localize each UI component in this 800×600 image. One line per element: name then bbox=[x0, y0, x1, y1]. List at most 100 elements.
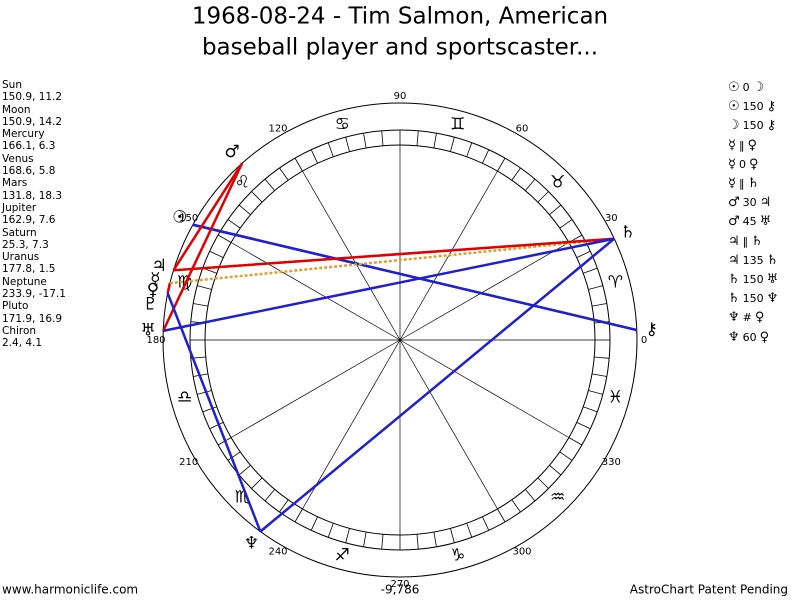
aspect-planet: ♀ bbox=[748, 156, 759, 172]
degree-label: 270 bbox=[390, 579, 409, 590]
ring-tick bbox=[238, 465, 251, 476]
planet-coords: 166.1, 6.3 bbox=[2, 140, 56, 153]
degree-label: 300 bbox=[512, 546, 531, 557]
ring-tick bbox=[197, 390, 212, 395]
planet-coords: 233.9, -17.1 bbox=[2, 288, 66, 301]
planet-glyph: ☿ bbox=[150, 269, 160, 289]
aspect-type: 150 bbox=[742, 292, 764, 306]
ring-tick bbox=[549, 204, 562, 215]
planet-glyph: ☉ bbox=[172, 207, 187, 227]
planet-coords: 25.3, 7.3 bbox=[2, 238, 49, 251]
zodiac-glyph: ♓ bbox=[608, 388, 623, 408]
zodiac-glyph: ♋ bbox=[335, 115, 350, 135]
aspect-type: 60 bbox=[742, 330, 757, 344]
ring-tick bbox=[251, 191, 263, 203]
ring-tick bbox=[310, 516, 318, 531]
planet-coords: 177.8, 1.5 bbox=[2, 263, 56, 276]
aspect-planet: ♄ bbox=[747, 176, 760, 192]
aspect-planet: ♀ bbox=[754, 310, 765, 326]
zodiac-glyph: ♈ bbox=[608, 272, 623, 292]
ring-tick bbox=[264, 489, 275, 502]
aspect-planet: ♅ bbox=[759, 214, 772, 230]
aspect-type: ‖ bbox=[742, 234, 749, 248]
degree-label: 210 bbox=[179, 457, 198, 468]
aspect-row: ♆ 60 ♀ bbox=[728, 328, 778, 347]
aspect-type: 0 bbox=[742, 81, 750, 94]
planet-name: Moon bbox=[2, 103, 31, 116]
ring-tick bbox=[482, 516, 490, 531]
planet-coords: 2.4, 4.1 bbox=[2, 337, 43, 350]
aspect-row: ☿ ‖ ♄ bbox=[728, 174, 778, 193]
ring-tick bbox=[576, 422, 591, 430]
aspect-planet: ♂ bbox=[728, 214, 740, 230]
ring-tick bbox=[363, 133, 367, 149]
aspect-type: ‖ bbox=[738, 138, 745, 152]
ring-tick bbox=[482, 149, 490, 164]
spoke bbox=[230, 242, 401, 341]
aspect-planet: ♄ bbox=[766, 252, 779, 268]
aspect-planet: ☽ bbox=[728, 118, 740, 134]
aspect-line bbox=[169, 237, 615, 285]
ring-tick bbox=[238, 204, 251, 215]
ring-tick bbox=[279, 167, 289, 181]
aspect-row: ☉ 150 ⚷ bbox=[728, 97, 778, 116]
aspect-planet: ♅ bbox=[766, 272, 779, 288]
aspect-planet: ♃ bbox=[728, 233, 740, 249]
planet-list: Sun 150.9, 11.2 Moon 150.9, 14.2 Mercury 166.… bbox=[2, 79, 66, 350]
planet-glyph: ♀ bbox=[147, 280, 159, 300]
planet-name: Mercury bbox=[2, 128, 45, 141]
aspect-planet: ♆ bbox=[728, 329, 740, 345]
ring-tick bbox=[416, 130, 419, 146]
ring-tick bbox=[345, 528, 350, 543]
ring-tick bbox=[583, 406, 598, 413]
planet-glyph: ♂ bbox=[224, 142, 239, 162]
aspect-row: ♄ 150 ♆ bbox=[728, 289, 778, 308]
zodiac-glyph: ♒ bbox=[550, 488, 565, 508]
planet-coords: 162.9, 7.6 bbox=[2, 214, 56, 227]
planet-name: Mars bbox=[2, 177, 28, 190]
aspect-line bbox=[172, 162, 244, 271]
ring-tick bbox=[416, 534, 419, 550]
aspect-type: 135 bbox=[742, 253, 764, 267]
ring-tick bbox=[209, 250, 224, 258]
aspect-planet: ☿ bbox=[728, 137, 736, 153]
ring-tick bbox=[537, 477, 549, 489]
zodiac-glyph: ♐ bbox=[335, 545, 350, 565]
aspect-type: 150 bbox=[742, 273, 764, 287]
ring-tick bbox=[294, 157, 303, 172]
degree-label: 90 bbox=[394, 91, 407, 102]
degree-label: 330 bbox=[602, 457, 621, 468]
aspect-planet: ♄ bbox=[751, 233, 763, 249]
ring-tick bbox=[310, 149, 318, 164]
ring-tick bbox=[209, 422, 224, 430]
aspect-row: ☿ 0 ♀ bbox=[728, 155, 778, 174]
ring-tick bbox=[327, 523, 334, 538]
planet-glyph: ♅ bbox=[141, 320, 156, 340]
ring-tick bbox=[559, 451, 573, 461]
aspect-type: 150 bbox=[742, 100, 764, 114]
aspect-line bbox=[166, 292, 262, 532]
aspect-planet: ⚷ bbox=[766, 99, 777, 115]
zodiac-glyph: ♎ bbox=[177, 388, 192, 408]
ring-tick bbox=[525, 489, 536, 502]
ring-tick bbox=[591, 303, 607, 307]
aspect-type: 150 bbox=[742, 119, 764, 133]
zodiac-glyph: ♑ bbox=[450, 545, 465, 565]
ring-tick bbox=[537, 191, 549, 203]
ring-tick bbox=[525, 178, 536, 191]
ring-tick bbox=[381, 534, 384, 550]
planet-coords: 168.6, 5.8 bbox=[2, 165, 56, 178]
ring-tick bbox=[511, 499, 521, 513]
degree-label: 180 bbox=[146, 335, 165, 346]
planet-name: Venus bbox=[2, 152, 34, 165]
footer-center: -9,786 bbox=[381, 583, 420, 597]
ring-tick bbox=[227, 451, 241, 461]
aspect-line bbox=[162, 162, 244, 332]
degree-label: 60 bbox=[516, 124, 529, 135]
aspect-planet: ☉ bbox=[728, 80, 740, 95]
planet-glyph: ♃ bbox=[152, 256, 167, 276]
aspect-planet: ♃ bbox=[728, 252, 740, 268]
degree-label: 120 bbox=[268, 124, 287, 135]
ring-tick bbox=[497, 157, 506, 172]
